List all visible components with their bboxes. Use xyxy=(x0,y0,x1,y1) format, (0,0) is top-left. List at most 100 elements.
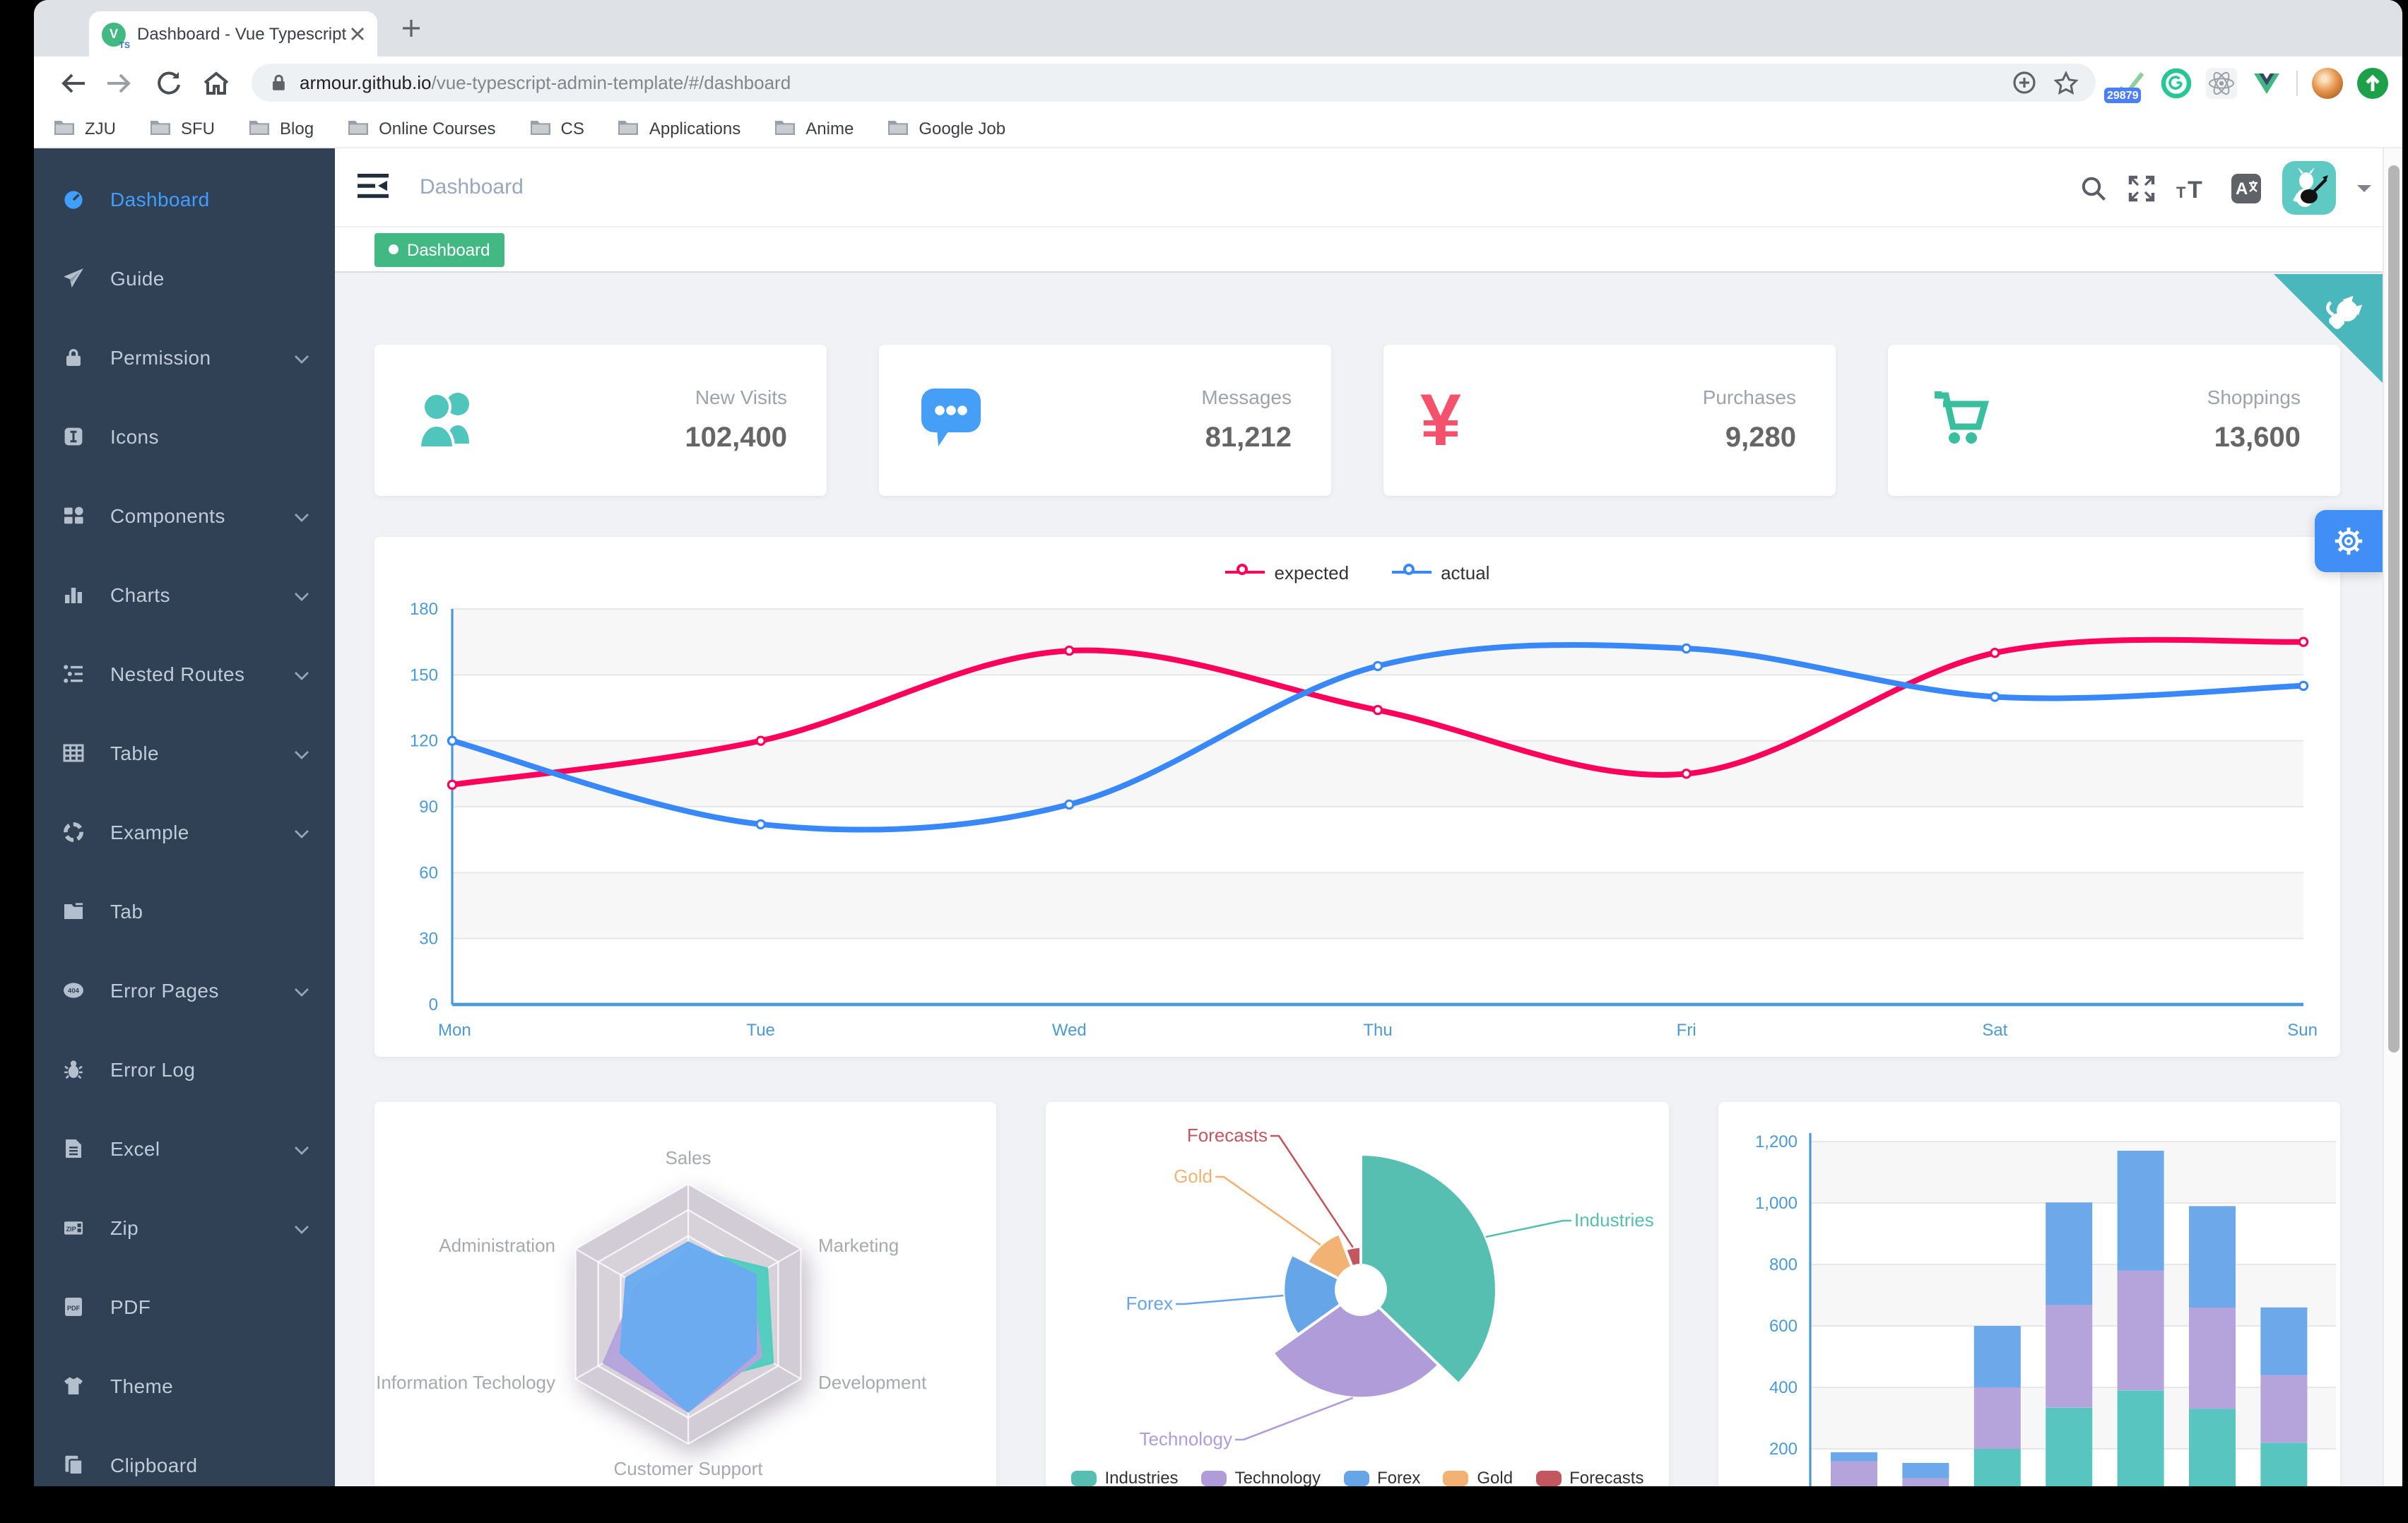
browser-window: V TS Dashboard - Vue Typescript Ad xyxy=(34,0,2402,1486)
bookmark-item[interactable]: SFU xyxy=(150,118,215,138)
translate-icon[interactable]: A xyxy=(2231,173,2261,203)
chevron-down-icon xyxy=(294,979,309,1002)
sidebar-item-permission[interactable]: Permission xyxy=(34,318,335,397)
github-corner-icon[interactable] xyxy=(2274,274,2387,387)
svg-text:Sat: Sat xyxy=(1982,1021,2007,1040)
bookmark-item[interactable]: Google Job xyxy=(887,118,1005,138)
sidebar-item-label: Example xyxy=(110,821,189,843)
pdf-icon: PDF xyxy=(62,1296,85,1318)
add-circle-icon[interactable] xyxy=(2012,71,2036,95)
bookmark-item[interactable]: Online Courses xyxy=(348,118,496,138)
vue-extension-icon[interactable] xyxy=(2251,67,2282,98)
sidebar-item-theme[interactable]: Theme xyxy=(34,1346,335,1426)
legend-swatch-icon xyxy=(1443,1470,1469,1486)
scrollbar-thumb[interactable] xyxy=(2388,165,2399,1053)
tab-close-icon[interactable] xyxy=(350,27,365,41)
pie-legend-item-forex[interactable]: Forex xyxy=(1343,1468,1420,1486)
page-scrollbar[interactable] xyxy=(2383,148,2402,1486)
settings-button[interactable] xyxy=(2315,510,2383,572)
svg-text:T: T xyxy=(2188,176,2202,201)
home-icon[interactable] xyxy=(198,64,235,101)
url-bar[interactable]: armour.github.io /vue-typescript-admin-t… xyxy=(252,64,2096,102)
chart-icon xyxy=(62,583,85,606)
chevron-down-icon xyxy=(294,583,309,606)
tag-dashboard[interactable]: Dashboard xyxy=(374,232,504,266)
stat-value: 13,600 xyxy=(2214,422,2301,454)
sidebar-item-tab[interactable]: Tab xyxy=(34,872,335,951)
svg-text:Information Techology: Information Techology xyxy=(376,1372,555,1393)
legend-marker-icon xyxy=(1224,564,1265,581)
stat-card-shoppings[interactable]: Shoppings 13,600 xyxy=(1888,345,2340,496)
bookmark-item[interactable]: Blog xyxy=(249,118,314,138)
fullscreen-icon[interactable] xyxy=(2128,174,2155,201)
sidebar-item-excel[interactable]: Excel xyxy=(34,1109,335,1188)
sidebar-item-icons[interactable]: Icons xyxy=(34,397,335,476)
tag-dot-icon xyxy=(389,244,399,254)
user-avatar[interactable] xyxy=(2282,161,2336,215)
react-extension-icon[interactable] xyxy=(2206,67,2237,98)
sidebar-item-label: Error Pages xyxy=(110,979,219,1002)
svg-text:ZIP: ZIP xyxy=(66,1226,76,1233)
sidebar-item-error-pages[interactable]: 404 Error Pages xyxy=(34,951,335,1030)
sidebar: Dashboard Guide Permission Icons Components C… xyxy=(34,148,335,1486)
pie-legend-item-industries[interactable]: Industries xyxy=(1070,1468,1179,1486)
folder-icon xyxy=(888,121,909,135)
bookmark-item[interactable]: Anime xyxy=(774,118,854,138)
line-chart: 0 30 60 90 120 150 180 Mon Tue Wed Thu Fri Sat Sun xyxy=(410,600,2318,1040)
stat-card-messages[interactable]: Messages 81,212 xyxy=(879,345,1331,496)
sidebar-item-dashboard[interactable]: Dashboard xyxy=(34,160,335,239)
bar-chart: 200 400 600 800 1,000 1,200 xyxy=(1754,1132,2336,1486)
chevron-down-icon xyxy=(294,663,309,685)
legend-item-expected[interactable]: expected xyxy=(1224,562,1349,583)
sidebar-item-clipboard[interactable]: Clipboard xyxy=(34,1426,335,1486)
sidebar-item-guide[interactable]: Guide xyxy=(34,239,335,318)
new-tab-button[interactable] xyxy=(401,18,421,38)
sidebar-item-components[interactable]: Components xyxy=(34,476,335,555)
bookmark-star-icon[interactable] xyxy=(2053,70,2079,95)
sidebar-item-charts[interactable]: Charts xyxy=(34,555,335,634)
sidebar-item-nested-routes[interactable]: Nested Routes xyxy=(34,634,335,713)
breadcrumb: Dashboard xyxy=(420,175,524,199)
radar-chart: Sales Marketing Development Customer Suppor… xyxy=(376,1147,927,1479)
sidebar-item-error-log[interactable]: Error Log xyxy=(34,1030,335,1109)
sidebar-item-label: Tab xyxy=(110,900,143,923)
stat-label: Shoppings xyxy=(2207,386,2301,408)
back-icon[interactable] xyxy=(54,64,90,101)
sidebar-item-zip[interactable]: ZIP Zip xyxy=(34,1188,335,1267)
bookmark-item[interactable]: ZJU xyxy=(54,118,116,138)
pie-legend-item-technology[interactable]: Technology xyxy=(1200,1468,1321,1486)
pie-chart: Industries Technology Forex Gold Forecasts xyxy=(1126,1125,1654,1450)
bookmark-label: Google Job xyxy=(919,118,1006,138)
bookmark-label: CS xyxy=(560,118,584,138)
sidebar-item-example[interactable]: Example xyxy=(34,793,335,872)
forward-icon[interactable] xyxy=(102,64,138,101)
bookmark-item[interactable]: CS xyxy=(530,118,584,138)
grammarly-icon[interactable] xyxy=(2161,67,2192,98)
sidebar-toggle-icon[interactable] xyxy=(358,174,389,206)
search-icon[interactable] xyxy=(2080,174,2107,201)
chevron-down-icon[interactable] xyxy=(2357,185,2371,199)
table-icon xyxy=(62,742,85,764)
sidebar-item-table[interactable]: Table xyxy=(34,713,335,793)
folder-icon xyxy=(62,900,85,923)
browser-tab[interactable]: V TS Dashboard - Vue Typescript Ad xyxy=(89,11,377,57)
folder-icon xyxy=(150,121,170,135)
gear-icon xyxy=(2335,527,2363,555)
sidebar-item-label: Nested Routes xyxy=(110,663,245,685)
svg-text:Technology: Technology xyxy=(1140,1428,1233,1450)
stat-card-new-visits[interactable]: New Visits 102,400 xyxy=(374,345,827,496)
bookmark-item[interactable]: Applications xyxy=(618,118,740,138)
sidebar-item-label: Table xyxy=(110,742,159,764)
profile-avatar[interactable] xyxy=(2312,67,2343,98)
svg-text:Fri: Fri xyxy=(1677,1021,1696,1040)
legend-item-actual[interactable]: actual xyxy=(1391,562,1489,583)
pie-legend-item-gold[interactable]: Gold xyxy=(1443,1468,1513,1486)
pie-legend-item-forecasts[interactable]: Forecasts xyxy=(1535,1468,1643,1486)
mail-extension-icon[interactable]: 29879 xyxy=(2104,67,2147,102)
stat-card-purchases[interactable]: ¥ Purchases 9,280 xyxy=(1383,345,1836,496)
update-icon[interactable] xyxy=(2357,67,2388,98)
svg-text:800: 800 xyxy=(1769,1255,1797,1274)
reload-icon[interactable] xyxy=(150,64,187,101)
sidebar-item-pdf[interactable]: PDF PDF xyxy=(34,1267,335,1346)
